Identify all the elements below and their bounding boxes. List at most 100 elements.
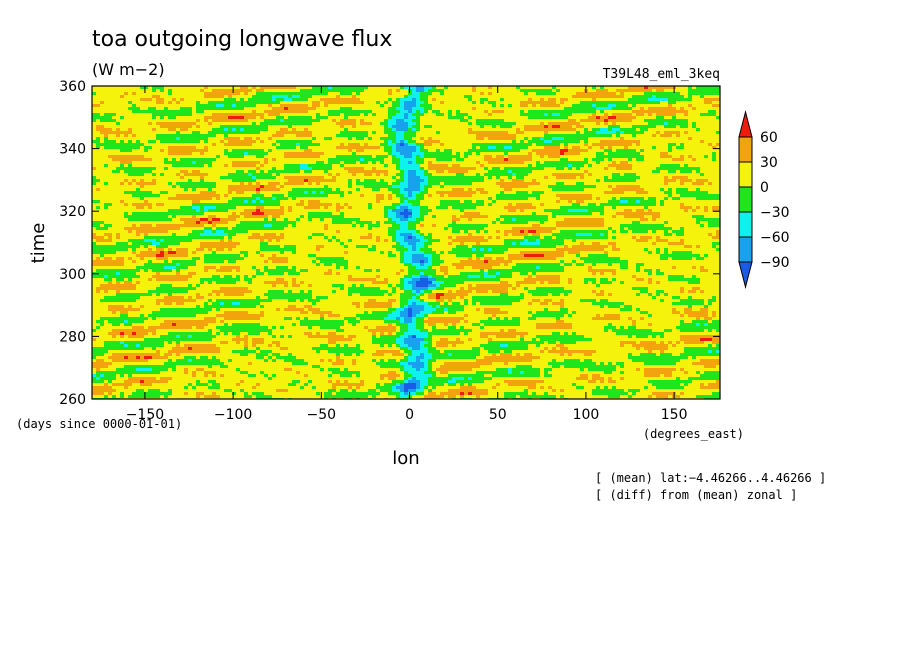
heatmap-cell [292,149,296,152]
heatmap-cell [596,125,600,128]
heatmap-cell [424,116,428,119]
heatmap-cell [440,170,444,173]
heatmap-cell [296,149,300,152]
heatmap-cell [228,119,232,122]
heatmap-cell [652,116,656,119]
heatmap-cell [668,116,672,119]
heatmap-cell [336,158,340,161]
heatmap-cell [256,104,260,107]
heatmap-cell [248,140,252,143]
heatmap-cell [324,125,328,128]
heatmap-cell [472,89,476,92]
heatmap-cell [208,167,212,170]
heatmap-cell [376,152,380,155]
heatmap-cell [672,116,676,119]
heatmap-cell [352,158,356,161]
heatmap-cell [460,140,464,143]
heatmap-cell [324,119,328,122]
heatmap-cell [616,104,620,107]
heatmap-cell [152,122,156,125]
heatmap-cell [632,95,636,98]
heatmap-cell [520,89,524,92]
heatmap-cell [484,140,488,143]
heatmap-cell [700,86,704,89]
heatmap-cell [712,131,716,134]
heatmap-cell [464,86,468,89]
heatmap-cell [140,134,144,137]
heatmap-cell [284,173,288,176]
heatmap-cell [172,173,176,176]
heatmap-cell [496,152,500,155]
heatmap-cell [300,164,304,167]
heatmap-cell [632,140,636,143]
heatmap-cell [292,167,296,170]
heatmap-cell [548,92,552,95]
heatmap-cell [532,101,536,104]
heatmap-cell [528,158,532,161]
heatmap-cell [604,95,608,98]
heatmap-cell [124,86,128,89]
heatmap-cell [472,170,476,173]
heatmap-cell [444,95,448,98]
heatmap-cell [484,137,488,140]
heatmap-cell [288,125,292,128]
heatmap-cell [392,89,396,92]
heatmap-cell [648,143,652,146]
heatmap-cell [656,170,660,173]
heatmap-cell [540,164,544,167]
heatmap-cell [628,125,632,128]
heatmap-cell [592,89,596,92]
heatmap-cell [268,113,272,116]
heatmap-cell [564,179,568,182]
heatmap-cell [168,107,172,110]
heatmap-cell [448,89,452,92]
heatmap-cell [512,98,516,101]
heatmap-cell [440,125,444,128]
heatmap-cell [500,122,504,125]
heatmap-cell [584,137,588,140]
heatmap-cell [648,119,652,122]
heatmap-cell [184,170,188,173]
heatmap-cell [632,125,636,128]
heatmap-cell [604,140,608,143]
heatmap-cell [232,116,236,119]
heatmap-cell [396,140,400,143]
heatmap-cell [596,107,600,110]
heatmap-cell [156,89,160,92]
heatmap-cell [500,149,504,152]
heatmap-cell [496,119,500,122]
heatmap-cell [600,131,604,134]
heatmap-cell [488,143,492,146]
heatmap-cell [132,164,136,167]
heatmap-cell [256,164,260,167]
heatmap-cell [180,173,184,176]
heatmap-cell [596,167,600,170]
heatmap-cell [528,176,532,179]
heatmap-cell [232,128,236,131]
heatmap-cell [680,167,684,170]
heatmap-cell [308,137,312,140]
heatmap-cell [132,86,136,89]
heatmap-cell [196,146,200,149]
heatmap-cell [196,101,200,104]
heatmap-cell [536,89,540,92]
heatmap-cell [468,158,472,161]
heatmap-cell [520,116,524,119]
heatmap-cell [204,167,208,170]
heatmap-cell [332,161,336,164]
heatmap-cell [620,143,624,146]
heatmap-cell [592,164,596,167]
heatmap-cell [260,119,264,122]
heatmap-cell [536,146,540,149]
heatmap-cell [176,161,180,164]
heatmap-cell [672,110,676,113]
heatmap-cell [396,128,400,131]
heatmap-cell [444,131,448,134]
heatmap-cell [356,161,360,164]
heatmap-cell [684,134,688,137]
heatmap-cell [604,116,608,119]
heatmap-cell [468,173,472,176]
heatmap-cell [708,152,712,155]
heatmap-cell [508,107,512,110]
heatmap-cell [396,149,400,152]
